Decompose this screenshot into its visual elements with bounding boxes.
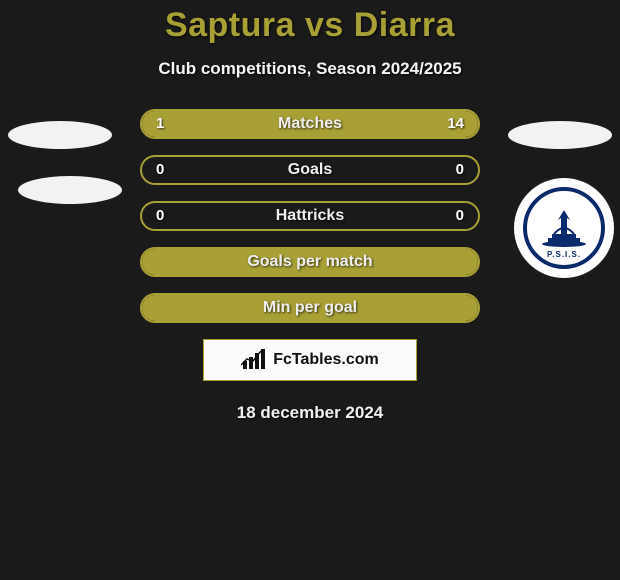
avatar-placeholder-right-1 xyxy=(508,121,612,149)
date-line: 18 december 2024 xyxy=(0,403,620,423)
club-badge-monument-icon xyxy=(540,208,588,248)
bar-chart-icon xyxy=(241,349,267,371)
stat-label: Goals per match xyxy=(142,249,478,275)
stat-value-right: 0 xyxy=(456,203,464,229)
stat-row-hattricks: 0 Hattricks 0 xyxy=(140,201,480,231)
stat-value-right: 14 xyxy=(447,111,464,137)
watermark: FcTables.com xyxy=(203,339,417,381)
club-badge: P.S.I.S. xyxy=(514,178,614,278)
page-subtitle: Club competitions, Season 2024/2025 xyxy=(0,59,620,79)
avatar-placeholder-left-2 xyxy=(18,176,122,204)
club-badge-text: P.S.I.S. xyxy=(527,250,601,259)
infographic-container: Saptura vs Diarra Club competitions, Sea… xyxy=(0,0,620,580)
stat-label: Hattricks xyxy=(142,203,478,229)
stat-label: Min per goal xyxy=(142,295,478,321)
page-title: Saptura vs Diarra xyxy=(0,6,620,45)
stat-label: Goals xyxy=(142,157,478,183)
watermark-text: FcTables.com xyxy=(273,351,379,369)
club-badge-inner: P.S.I.S. xyxy=(523,187,605,269)
stat-row-goals: 0 Goals 0 xyxy=(140,155,480,185)
stat-row-goals-per-match: Goals per match xyxy=(140,247,480,277)
stat-row-matches: 1 Matches 14 xyxy=(140,109,480,139)
stat-value-right: 0 xyxy=(456,157,464,183)
avatar-placeholder-left-1 xyxy=(8,121,112,149)
stat-row-min-per-goal: Min per goal xyxy=(140,293,480,323)
stat-label: Matches xyxy=(142,111,478,137)
